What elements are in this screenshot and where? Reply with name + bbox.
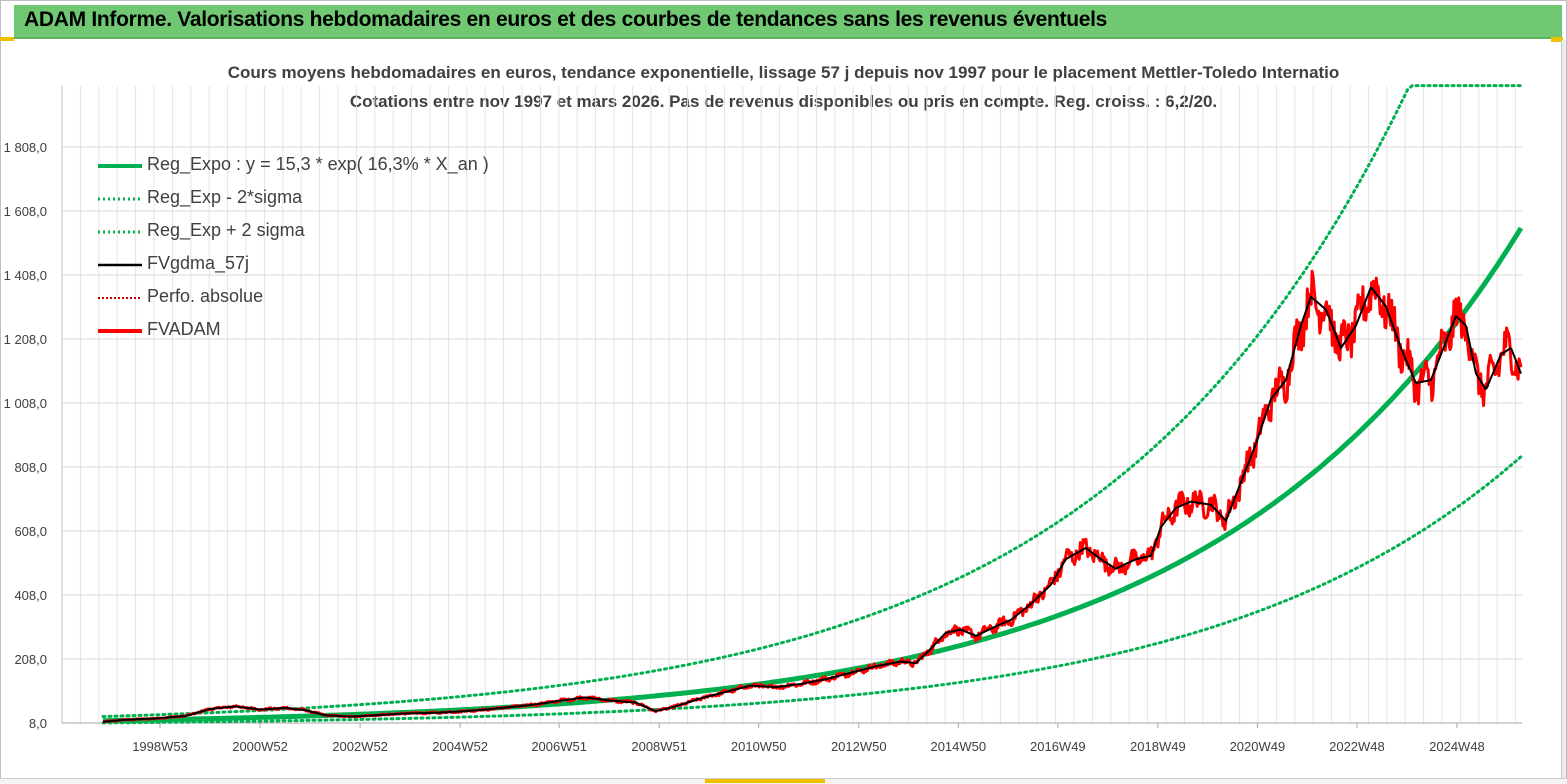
y-tick-label: 1 608,0 [4, 204, 47, 219]
bottom-accent-mark [705, 779, 825, 783]
series-fvgdma-57j [102, 286, 1522, 723]
y-tick-label: 608,0 [14, 524, 47, 539]
accent-bar-left [0, 37, 14, 41]
y-tick-label: 408,0 [14, 588, 47, 603]
series-reg-exp-plus-2-sigma [101, 84, 1523, 718]
y-tick-label: 808,0 [14, 460, 47, 475]
series-reg-exp-minus-2-sigma [101, 455, 1523, 725]
x-tick-label: 2022W48 [1329, 739, 1385, 754]
x-tick-label: 2012W50 [831, 739, 887, 754]
x-tick-label: 2014W50 [930, 739, 986, 754]
y-tick-label: 208,0 [14, 652, 47, 667]
x-tick-label: 2000W52 [232, 739, 288, 754]
x-tick-label: 2002W52 [332, 739, 388, 754]
x-tick-label: 2018W49 [1130, 739, 1186, 754]
y-tick-label: 1 808,0 [4, 140, 47, 155]
report-title: ADAM Informe. Valorisations hebdomadaire… [24, 8, 1108, 31]
x-tick-label: 1998W53 [132, 739, 188, 754]
x-tick-label: 2020W49 [1230, 739, 1286, 754]
y-tick-label: 1 408,0 [4, 268, 47, 283]
x-tick-label: 2008W51 [631, 739, 687, 754]
report-header: ADAM Informe. Valorisations hebdomadaire… [14, 5, 1562, 39]
right-edge-strip [1561, 40, 1566, 783]
legend-label-perfo: Perfo. absolue [147, 286, 264, 306]
chart-title-line-1: Cours moyens hebdomadaires en euros, ten… [227, 63, 1340, 82]
accent-bar-right [1551, 37, 1563, 42]
x-tick-label: 2024W48 [1429, 739, 1485, 754]
legend-label-reg-expo: Reg_Expo : y = 15,3 * exp( 16,3% * X_an … [147, 154, 489, 174]
x-tick-label: 2010W50 [731, 739, 787, 754]
legend-label-fvgdma: FVgdma_57j [147, 253, 250, 273]
legend-label-fvadam: FVADAM [147, 319, 221, 339]
legend-label-reg-exp-minus: Reg_Exp - 2*sigma [147, 187, 303, 207]
series-perfo-absolue [102, 287, 1522, 723]
y-tick-label: 1 208,0 [4, 332, 47, 347]
x-tick-label: 2006W51 [531, 739, 587, 754]
x-tick-label: 2004W52 [432, 739, 488, 754]
x-tick-label: 2016W49 [1030, 739, 1086, 754]
y-tick-label: 1 008,0 [4, 396, 47, 411]
legend-label-reg-exp-plus: Reg_Exp + 2 sigma [147, 220, 305, 240]
y-tick-label: 8,0 [29, 716, 47, 731]
